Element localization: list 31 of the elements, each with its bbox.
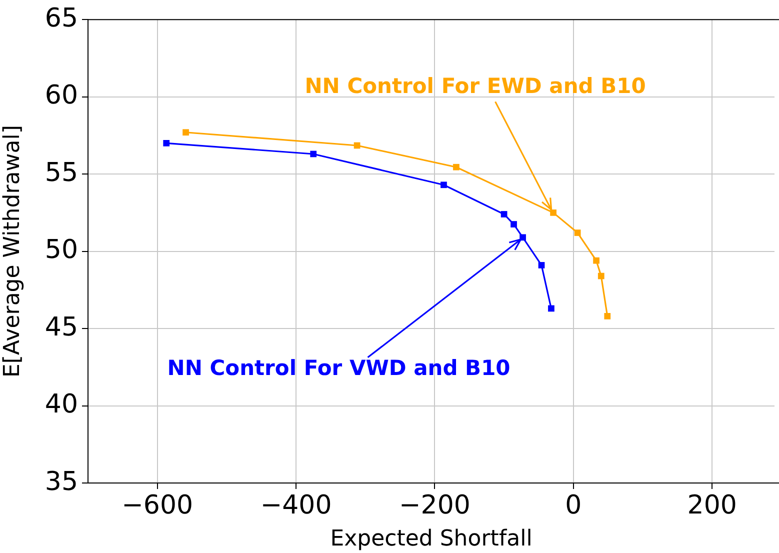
point (163, 140, 170, 146)
point (440, 182, 447, 188)
annotation: NN Control For VWD and B10 (167, 356, 510, 380)
point (593, 257, 600, 264)
point (510, 221, 517, 228)
point (598, 272, 604, 280)
point (548, 305, 554, 312)
y-tick-label: 55 (44, 158, 78, 188)
y-tick-label: 65 (44, 3, 78, 34)
point (574, 230, 581, 236)
point (182, 129, 189, 136)
y-tick-label: 35 (44, 466, 78, 497)
y-tick-label: 45 (44, 312, 78, 342)
point (453, 164, 460, 170)
x-tick-label: 200 (687, 490, 737, 520)
point (310, 150, 317, 158)
annotation: NN Control For EWD and B10 (304, 74, 646, 98)
y-tick-label: 60 (44, 80, 78, 111)
x-tick-label: −600 (122, 490, 194, 520)
y-tick-label: 40 (44, 390, 78, 420)
x-tick-label: −400 (260, 490, 332, 520)
point (604, 312, 611, 320)
x-axis-title: Expected Shortfall (330, 526, 532, 552)
y-axis-title: E[Average Withdrawal] (0, 125, 25, 378)
x-tick-label: −200 (399, 490, 470, 520)
x-tick-label: 0 (565, 490, 582, 520)
y-tick-label: 50 (44, 235, 78, 266)
point (538, 262, 545, 268)
point (550, 210, 556, 216)
point (500, 211, 508, 218)
point (520, 234, 526, 241)
